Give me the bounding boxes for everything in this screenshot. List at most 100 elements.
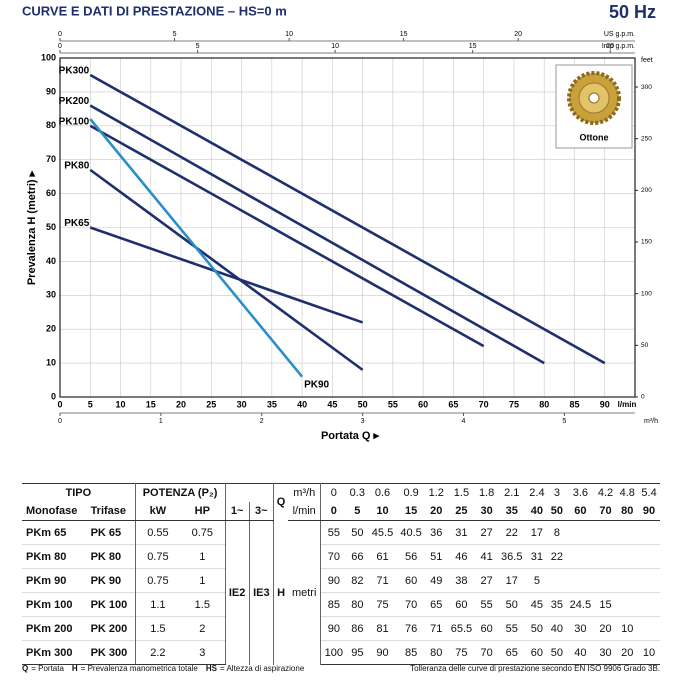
table-cell: 85	[320, 592, 347, 617]
table-row: Monofase Trifase kW HP 1~ 3~ l/min 0 5 10 15 20 25 30…	[22, 502, 660, 521]
curve	[89, 168, 364, 371]
table-cell: 15	[594, 592, 617, 617]
table-cell: 46	[447, 544, 476, 569]
x-tick-label: 55	[388, 399, 398, 409]
table-cell: 4.8	[616, 483, 639, 502]
y2-tick-label: 0	[641, 394, 645, 401]
table-cell: Trifase	[86, 502, 136, 521]
table-cell	[594, 544, 617, 569]
table-cell: 100	[320, 640, 347, 665]
table-row: PKm 80 PK 80 0.75 1 70 66 61 56 51 46 41 36.5 31 22	[22, 544, 660, 569]
table-cell: 10	[638, 640, 660, 665]
legend-key: H	[71, 664, 78, 673]
curve-label: PK100	[59, 116, 90, 127]
table-cell: TIPO	[22, 483, 136, 502]
table-cell: 22	[505, 526, 518, 539]
table-cell: 38	[447, 568, 476, 593]
table-cell	[638, 521, 660, 545]
table-cell: 31	[455, 526, 468, 539]
table-cell: Monofase	[22, 502, 87, 521]
table-cell: 2	[180, 616, 226, 641]
table-cell	[225, 483, 274, 502]
frequency-label: 50 Hz	[609, 2, 656, 22]
table-cell	[638, 544, 660, 569]
table-cell: 90	[638, 502, 660, 521]
table-cell: PK 300	[86, 640, 136, 665]
table-cell: 20	[616, 640, 639, 665]
curve	[89, 104, 545, 365]
x-tick-label: 15	[146, 399, 156, 409]
table-cell: 0	[320, 483, 347, 502]
top-axis-tick-label: 0	[58, 43, 62, 50]
table-cell: 40.5	[400, 526, 422, 539]
table-cell: 71	[368, 568, 397, 593]
table-row: PKm 90 PK 90 0.75 1 90 82 71 60 49 38 27 17 5	[22, 568, 660, 593]
inset: Ottone	[555, 64, 633, 149]
table-cell: 3	[180, 640, 226, 665]
table-cell: PK 100	[86, 592, 136, 617]
curve	[89, 226, 364, 324]
table-cell: 0.75	[135, 544, 181, 569]
table-cell: 0.6	[368, 483, 397, 502]
table-cell: 30	[594, 640, 617, 665]
x-tick-label: 5	[88, 399, 93, 409]
table-cell: IE3	[249, 520, 274, 665]
y2-unit: feet	[641, 57, 653, 64]
table-cell: 3.6	[566, 483, 595, 502]
table-cell	[595, 521, 617, 545]
table-cell: 76	[396, 616, 426, 641]
table-cell: 8	[553, 526, 560, 539]
top-axis-tick-label: 10	[285, 31, 293, 38]
x-tick-label: 20	[176, 399, 186, 409]
bottom-axis-tick-label: 1	[159, 418, 163, 425]
table-cell: 36	[430, 526, 443, 539]
x-tick-label: 85	[569, 399, 579, 409]
table-cell	[616, 544, 639, 569]
x-tick-label: 45	[327, 399, 337, 409]
curve	[89, 124, 485, 348]
x-tick-label: 30	[237, 399, 247, 409]
table-cell: 30	[566, 616, 595, 641]
table-cell: 1~	[225, 502, 250, 521]
table-cell: 80	[425, 640, 448, 665]
table-cell: 60	[566, 502, 595, 521]
table-cell: 66	[346, 544, 369, 569]
x-tick-label: 10	[116, 399, 126, 409]
table-cell: 25	[447, 502, 476, 521]
bottom-axis-tick-label: 2	[260, 418, 264, 425]
x-unit: l/min	[618, 400, 637, 409]
table-cell: 41	[475, 544, 498, 569]
table-cell	[616, 521, 638, 545]
table-cell: 27	[475, 568, 498, 593]
y-tick-label: 10	[46, 357, 56, 367]
table-cell: 75	[368, 592, 397, 617]
table-cell: 50	[547, 640, 567, 665]
table-cell: kW	[135, 502, 181, 521]
y-tick-label: 100	[41, 52, 56, 62]
top-axis-unit: Imp g.p.m.	[602, 43, 635, 50]
table-cell: 0	[320, 502, 347, 521]
table-cell: 40	[526, 502, 548, 521]
table-cell: 55	[327, 526, 340, 539]
table-cell: 17	[530, 526, 544, 539]
table-cell: 85	[396, 640, 426, 665]
table-cell: 90	[368, 640, 397, 665]
table-cell: PK 80	[86, 544, 136, 569]
table-cell: 3~	[249, 502, 274, 521]
table-cell: 20	[594, 616, 617, 641]
y-tick-label: 60	[46, 188, 56, 198]
top-axis-tick-label: 15	[469, 43, 477, 50]
table-cell: 60	[396, 568, 426, 593]
y-tick-label: 0	[51, 391, 56, 401]
table-cell	[566, 568, 595, 593]
table-cell: 1.2	[425, 483, 448, 502]
table-cell: 3	[547, 483, 567, 502]
x-tick-label: 0	[57, 399, 62, 409]
y2-tick-label: 200	[641, 187, 652, 194]
y-tick-label: 20	[46, 324, 56, 334]
legend-text: = Altezza di aspirazione	[220, 664, 305, 673]
table-cell: 2.2	[135, 640, 181, 665]
table-cell: 65	[497, 640, 527, 665]
table-cell	[594, 568, 617, 593]
